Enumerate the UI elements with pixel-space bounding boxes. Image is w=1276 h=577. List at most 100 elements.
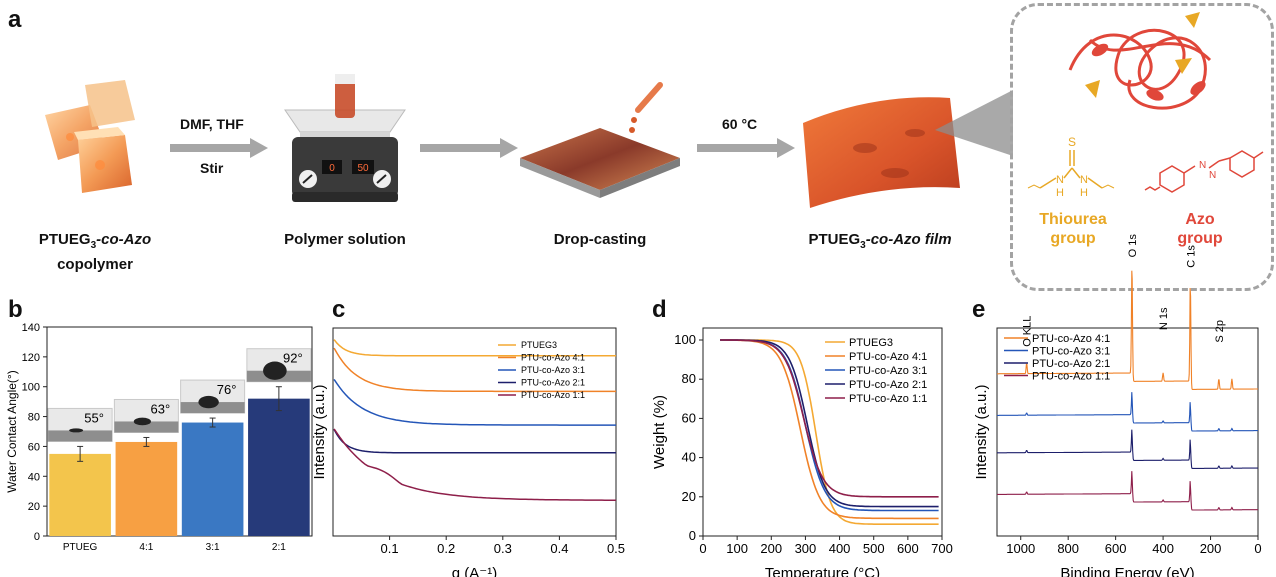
x-tick-label: 400 bbox=[1152, 541, 1174, 556]
y-tick-label: 20 bbox=[682, 489, 696, 504]
legend-label: PTU-co-Azo 2:1 bbox=[521, 378, 585, 388]
x-tick-label: 600 bbox=[897, 541, 919, 556]
x-tick-label: 0.3 bbox=[494, 541, 512, 556]
bar bbox=[181, 422, 244, 536]
x-tick-label: 2:1 bbox=[272, 542, 286, 553]
chart-b: 0 20 40 60 80 100 120 140 Water Contact Angle(°)… bbox=[5, 322, 313, 553]
x-axis-label: Binding Energy (eV) bbox=[1060, 565, 1194, 577]
plot-frame bbox=[46, 326, 313, 537]
series-line bbox=[997, 429, 1258, 469]
atom-h-right: H bbox=[1080, 187, 1088, 199]
y-axis-label: Weight (%) bbox=[651, 395, 668, 469]
panel-a-letter: a bbox=[8, 6, 22, 33]
atom-h-left: H bbox=[1056, 187, 1064, 199]
thiourea-label: Thiourea group bbox=[1039, 211, 1107, 247]
x-tick-label: 4:1 bbox=[139, 542, 153, 553]
peak-label: O 1s bbox=[1127, 234, 1139, 258]
series-line bbox=[333, 428, 616, 501]
bar bbox=[49, 453, 111, 536]
drop-casting-image bbox=[520, 82, 680, 198]
x-tick-label: 700 bbox=[931, 541, 953, 556]
y-tick-label: 120 bbox=[22, 352, 40, 364]
y-tick-label: 20 bbox=[28, 501, 40, 513]
x-tick-label: 600 bbox=[1105, 541, 1127, 556]
x-axis-label: Temperature (°C) bbox=[765, 565, 880, 577]
bar bbox=[115, 441, 178, 536]
panel-c-letter: c bbox=[332, 296, 346, 323]
atom-n-right: N bbox=[1080, 174, 1088, 186]
series-line bbox=[333, 429, 616, 454]
zoom-beam bbox=[935, 90, 1013, 156]
drop-casting-label: Drop-casting bbox=[553, 231, 647, 248]
angle-label: 92° bbox=[283, 351, 303, 366]
x-tick-label: 0.4 bbox=[550, 541, 568, 556]
copolymer-label: PTUEG3-co-Azo copolymer bbox=[38, 231, 152, 273]
film-label: PTUEG3-co-Azo film bbox=[808, 231, 952, 251]
y-tick-label: 100 bbox=[674, 332, 696, 347]
x-tick-label: 0.5 bbox=[607, 541, 625, 556]
copolymer-cubes-image bbox=[45, 80, 135, 193]
droplet-substrate bbox=[114, 421, 179, 433]
legend-label: PTUEG3 bbox=[849, 337, 893, 349]
thiourea-structure: S N N H H bbox=[1027, 135, 1115, 199]
azo-structure: N N bbox=[1144, 150, 1264, 193]
process-arrow-2 bbox=[420, 138, 518, 158]
peak-label: N 1s bbox=[1158, 307, 1170, 330]
structure-inset-box bbox=[1010, 3, 1274, 291]
droplet bbox=[198, 395, 219, 409]
chart-e: 1000 800 600 400 200 0 Binding Energy (eV) Inte… bbox=[973, 234, 1262, 577]
plot-frame bbox=[996, 327, 1259, 537]
x-tick-label: 800 bbox=[1057, 541, 1079, 556]
x-tick-label: 3:1 bbox=[206, 542, 220, 553]
stirrer-display-left: 0 bbox=[329, 163, 335, 174]
x-tick-label: 200 bbox=[760, 541, 782, 556]
series-line bbox=[997, 392, 1258, 432]
y-tick-label: 80 bbox=[682, 371, 696, 386]
droplet bbox=[69, 428, 84, 433]
stirrer-display-right: 50 bbox=[357, 163, 369, 174]
x-axis-label: q (A⁻¹) bbox=[452, 565, 497, 577]
x-tick-label: 200 bbox=[1200, 541, 1222, 556]
atom-s: S bbox=[1068, 135, 1076, 149]
angle-label: 63° bbox=[151, 401, 171, 416]
y-tick-label: 140 bbox=[22, 322, 40, 334]
legend-label: PTU-co-Azo 1:1 bbox=[1032, 371, 1110, 383]
panel-e-letter: e bbox=[972, 296, 986, 323]
plot-frame bbox=[702, 327, 943, 537]
legend-label: PTU-co-Azo 3:1 bbox=[521, 365, 585, 375]
legend-label: PTU-co-Azo 3:1 bbox=[1032, 346, 1110, 358]
series-line bbox=[720, 339, 939, 498]
legend-label: PTU-co-Azo 1:1 bbox=[849, 393, 927, 405]
y-axis-label: Intensity (a.u.) bbox=[311, 384, 328, 479]
droplet bbox=[263, 361, 287, 380]
x-tick-label: 0.1 bbox=[381, 541, 399, 556]
y-tick-label: 80 bbox=[28, 412, 40, 424]
step3-top-label: 60 °C bbox=[722, 116, 758, 132]
y-tick-label: 0 bbox=[34, 531, 40, 543]
droplet-substrate bbox=[48, 430, 113, 442]
polymer-film-image bbox=[803, 97, 960, 208]
legend-label: PTU-co-Azo 3:1 bbox=[849, 365, 927, 377]
process-arrow-1 bbox=[170, 138, 268, 158]
series-line bbox=[997, 270, 1258, 390]
peak-label: O KLL bbox=[1022, 316, 1034, 347]
droplet bbox=[133, 417, 151, 426]
legend-label: PTU-co-Azo 2:1 bbox=[849, 379, 927, 391]
x-tick-label: 0 bbox=[1254, 541, 1261, 556]
series-line bbox=[333, 378, 616, 426]
y-tick-label: 60 bbox=[682, 410, 696, 425]
legend-label: PTU-co-Azo 2:1 bbox=[1032, 358, 1110, 370]
azo-label: Azo group bbox=[1177, 211, 1223, 247]
y-tick-label: 40 bbox=[28, 471, 40, 483]
process-arrow-3 bbox=[697, 138, 795, 158]
series-line bbox=[333, 339, 616, 357]
x-tick-label: 400 bbox=[829, 541, 851, 556]
panel-b-letter: b bbox=[8, 296, 23, 323]
x-tick-label: 0.2 bbox=[437, 541, 455, 556]
atom-n-azo-1: N bbox=[1199, 160, 1206, 171]
chart-d: 0 100 200 300 400 500 600 700 0 20 40 60 80 100 Temper… bbox=[651, 327, 953, 577]
legend-label: PTU-co-Azo 4:1 bbox=[849, 351, 927, 363]
x-tick-label: PTUEG bbox=[63, 542, 98, 553]
y-tick-label: 40 bbox=[682, 450, 696, 465]
y-tick-label: 0 bbox=[689, 528, 696, 543]
